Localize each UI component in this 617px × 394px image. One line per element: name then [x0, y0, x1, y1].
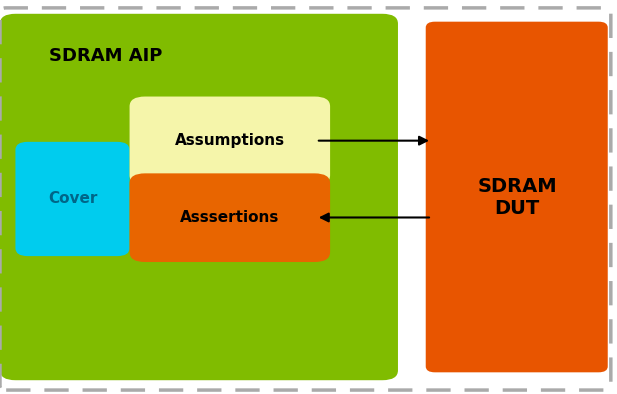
Text: SDRAM AIP: SDRAM AIP: [49, 47, 163, 65]
FancyBboxPatch shape: [0, 14, 398, 380]
FancyBboxPatch shape: [15, 142, 130, 256]
Text: Asssertions: Asssertions: [180, 210, 280, 225]
Text: Cover: Cover: [48, 191, 97, 206]
FancyBboxPatch shape: [130, 97, 330, 185]
FancyBboxPatch shape: [426, 22, 608, 372]
Text: SDRAM
DUT: SDRAM DUT: [477, 177, 557, 217]
FancyBboxPatch shape: [130, 173, 330, 262]
Text: Assumptions: Assumptions: [175, 133, 285, 149]
